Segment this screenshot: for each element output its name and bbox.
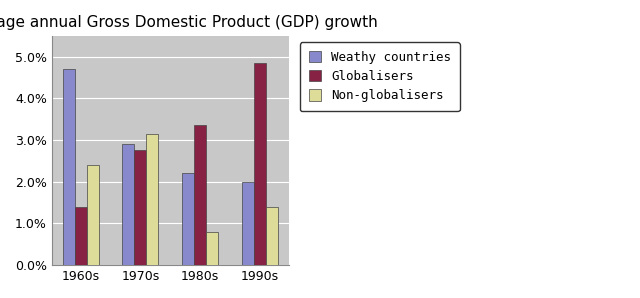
Bar	[242, 182, 254, 265]
Title: Average annual Gross Domestic Product (GDP) growth: Average annual Gross Domestic Product (G…	[0, 15, 378, 30]
Bar	[122, 144, 134, 265]
Bar	[63, 69, 75, 265]
Bar	[254, 63, 266, 265]
Bar	[86, 165, 99, 265]
Bar	[182, 173, 195, 265]
Legend: Weathy countries, Globalisers, Non-globalisers: Weathy countries, Globalisers, Non-globa…	[300, 42, 460, 111]
Bar	[266, 207, 278, 265]
Bar	[134, 150, 147, 265]
Bar	[147, 134, 158, 265]
Bar	[206, 232, 218, 265]
Bar	[195, 125, 206, 265]
Bar	[75, 207, 86, 265]
